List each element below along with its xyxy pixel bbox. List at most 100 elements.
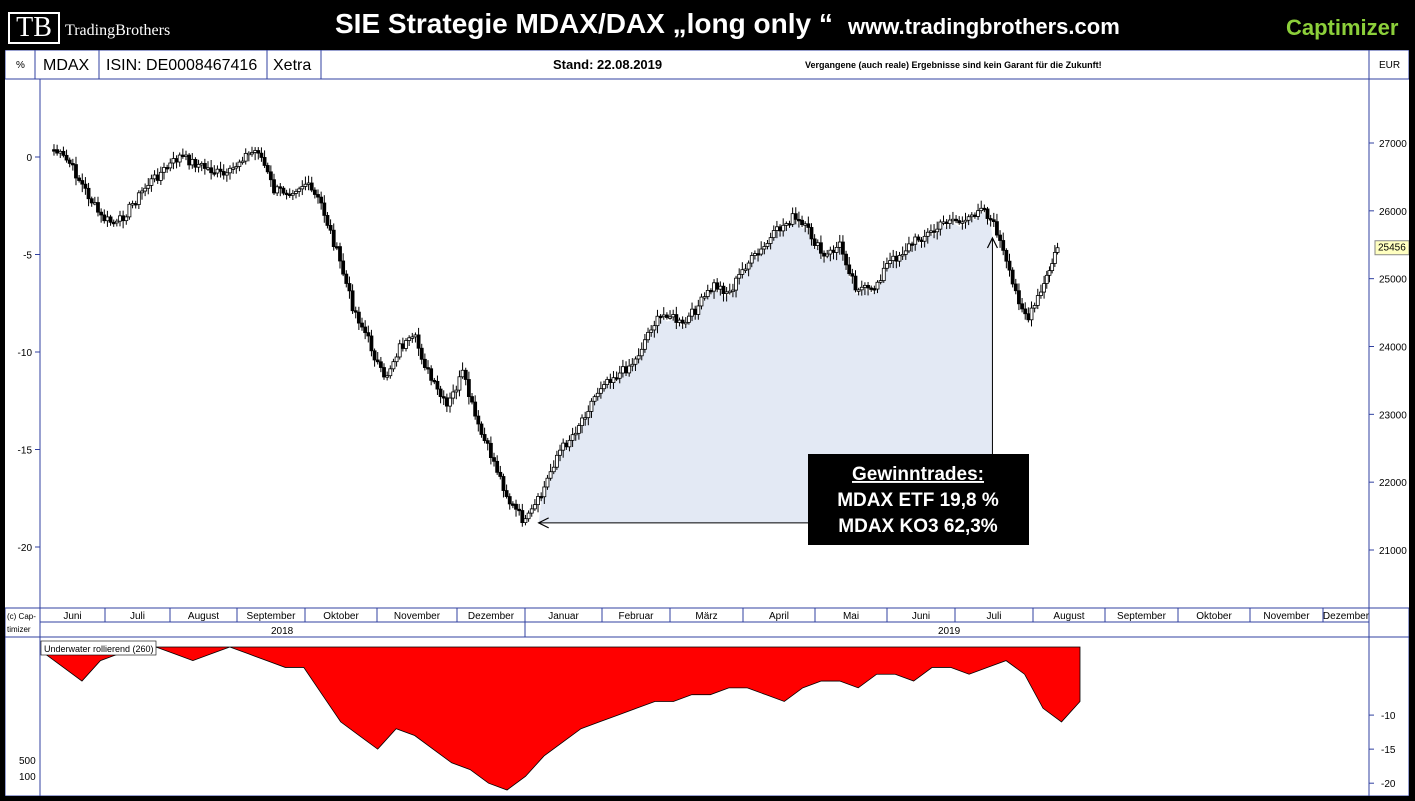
exchange-field[interactable]: Xetra xyxy=(273,57,311,74)
candle-body xyxy=(979,207,984,212)
candle-body xyxy=(507,496,512,505)
candle-body xyxy=(696,305,701,315)
candle-body xyxy=(407,337,412,341)
month-label: August xyxy=(188,611,219,622)
uw-tick-label: -20 xyxy=(1381,779,1396,790)
underwater-panel: Underwater rollierend (260) -10 -15 -20 50… xyxy=(5,636,1409,796)
candle-body xyxy=(1052,252,1057,264)
candle-body xyxy=(287,193,292,196)
candle-body xyxy=(152,174,157,180)
candle-body xyxy=(586,411,591,419)
candle-body xyxy=(441,396,446,399)
candle-body xyxy=(356,311,361,324)
candle-body xyxy=(184,154,188,157)
month-label: November xyxy=(394,611,441,622)
candle-body xyxy=(457,376,462,391)
candle-body xyxy=(416,334,421,349)
candle-body xyxy=(224,172,229,176)
candle-body xyxy=(718,285,723,290)
candle-body xyxy=(435,380,440,390)
candle-body xyxy=(102,214,107,222)
candles xyxy=(52,144,1060,527)
candle-body xyxy=(762,246,767,250)
entry-arrow-icon xyxy=(537,517,549,529)
candle-body xyxy=(781,224,786,232)
candle-body xyxy=(985,208,990,219)
candle-body xyxy=(58,150,63,154)
copyright-2: timizer xyxy=(7,625,31,634)
candle-body xyxy=(649,329,654,333)
toolbar: % MDAX ISIN: DE0008467416 Xetra Stand: 2… xyxy=(5,50,1409,80)
candle-body xyxy=(693,308,698,315)
candle-body xyxy=(92,202,97,205)
candle-body xyxy=(611,377,616,384)
candle-body xyxy=(215,168,220,174)
candle-body xyxy=(598,388,603,394)
month-label: September xyxy=(247,611,297,622)
candle-body xyxy=(334,246,339,249)
candle-body xyxy=(1007,260,1012,271)
candle-body xyxy=(545,477,550,488)
candle-body xyxy=(690,308,694,317)
candle-body xyxy=(903,250,908,255)
candle-body xyxy=(976,210,980,217)
candle-body xyxy=(89,198,94,204)
candle-body xyxy=(391,361,396,370)
candle-body xyxy=(193,158,198,168)
candle-body xyxy=(1010,269,1015,285)
candle-body xyxy=(246,152,251,156)
chart-svg[interactable]: % MDAX ISIN: DE0008467416 Xetra Stand: 2… xyxy=(5,50,1409,796)
candle-body xyxy=(602,384,606,390)
candle-body xyxy=(140,190,144,194)
symbol-field[interactable]: MDAX xyxy=(43,57,90,74)
month-label: September xyxy=(1117,611,1167,622)
candle-body xyxy=(501,476,506,491)
candle-body xyxy=(80,180,85,185)
left-tick-label: -20 xyxy=(18,543,33,554)
candle-body xyxy=(1055,247,1060,253)
candle-body xyxy=(925,231,930,237)
right-tick-label: 23000 xyxy=(1379,410,1407,421)
candle-body xyxy=(221,171,226,176)
month-label: Juni xyxy=(912,611,930,622)
candle-body xyxy=(206,167,210,170)
candle-body xyxy=(438,388,443,397)
left-tick-label: -5 xyxy=(23,251,32,262)
candle-body xyxy=(209,167,214,174)
candle-body xyxy=(683,321,688,325)
candle-body xyxy=(382,367,386,378)
candle-body xyxy=(155,174,160,181)
right-tick-label: 24000 xyxy=(1379,343,1407,354)
candle-body xyxy=(454,389,459,393)
candle-body xyxy=(834,246,839,253)
candle-body xyxy=(404,340,408,349)
candle-body xyxy=(96,202,100,213)
month-label: Dezember xyxy=(468,611,515,622)
candle-body xyxy=(646,331,650,341)
site-url[interactable]: www.tradingbrothers.com xyxy=(848,14,1120,39)
percent-label: % xyxy=(16,60,25,71)
candle-body xyxy=(146,185,151,189)
candle-body xyxy=(583,417,588,420)
last-price-tag: 25456 xyxy=(1374,240,1409,256)
candle-body xyxy=(413,334,418,338)
month-label: November xyxy=(1263,611,1310,622)
candle-body xyxy=(558,449,562,456)
candle-body xyxy=(727,290,732,294)
candle-body xyxy=(228,167,232,174)
candle-body xyxy=(624,366,628,374)
candle-body xyxy=(969,214,974,218)
isin-field[interactable]: ISIN: DE0008467416 xyxy=(106,57,257,74)
candle-body xyxy=(158,171,163,181)
candle-body xyxy=(536,496,540,506)
candle-body xyxy=(828,249,833,255)
candle-body xyxy=(366,332,371,337)
candle-body xyxy=(815,242,820,246)
candle-body xyxy=(859,286,864,291)
candle-body xyxy=(636,355,641,360)
candle-body xyxy=(614,377,619,380)
candle-body xyxy=(523,518,528,524)
left-axis: 0 -5 -10 -15 -20 xyxy=(18,153,40,554)
candle-body xyxy=(444,397,449,407)
candle-body xyxy=(863,284,867,288)
